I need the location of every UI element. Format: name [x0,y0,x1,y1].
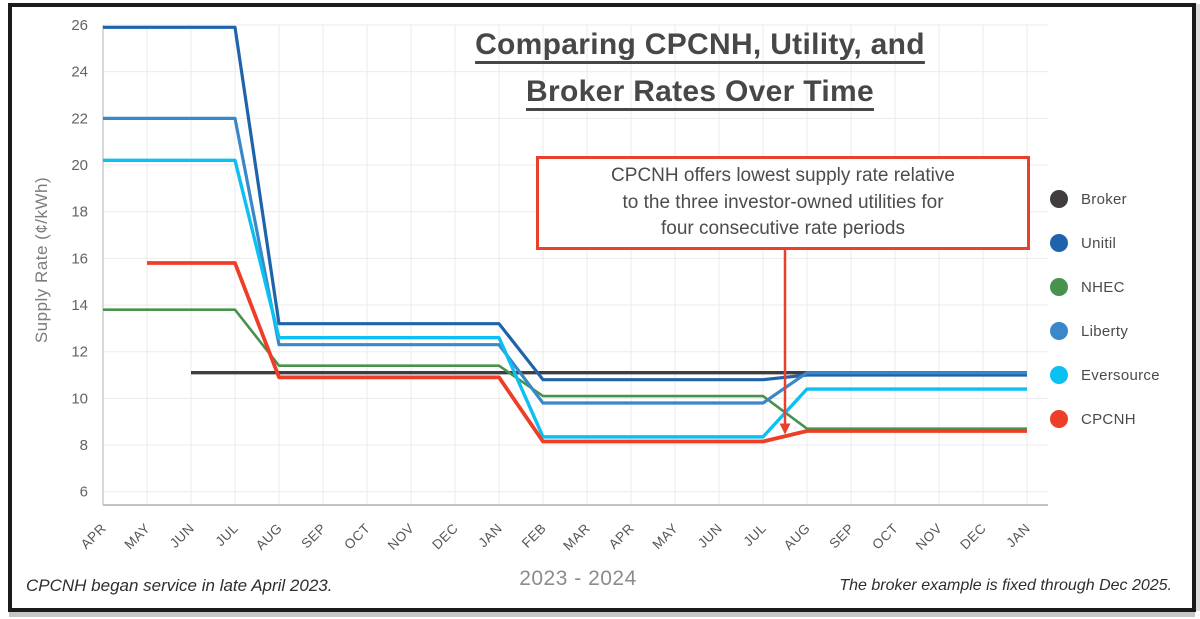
series-line-eversource [103,158,1027,439]
chart-title-line2: Broker Rates Over Time [526,75,874,108]
legend-dot-liberty [1050,322,1068,340]
legend-item-cpcnh: CPCNH [1050,397,1160,441]
series-line-liberty [103,116,1027,405]
series-line-unitil [103,25,1027,382]
legend-dot-unitil [1050,234,1068,252]
svg-text:JAN: JAN [475,521,505,551]
legend-label-unitil: Unitil [1081,234,1117,252]
svg-text:JUL: JUL [740,521,769,550]
legend-item-nhec: NHEC [1050,265,1160,309]
legend-label-broker: Broker [1081,190,1127,208]
svg-text:10: 10 [71,390,88,407]
svg-text:JAN: JAN [1003,521,1033,551]
y-axis-title: Supply Rate (¢/kWh) [32,176,51,344]
annotation-line1: CPCNH offers lowest supply rate relative [611,164,955,186]
legend-dot-broker [1050,190,1068,208]
svg-text:AUG: AUG [781,521,813,553]
annotation-callout: CPCNH offers lowest supply rate relative… [536,156,1030,250]
svg-text:JUL: JUL [212,521,241,550]
svg-text:JUN: JUN [695,521,725,551]
legend-item-broker: Broker [1050,177,1160,221]
svg-text:OCT: OCT [869,521,901,553]
legend-label-cpcnh: CPCNH [1081,410,1136,428]
x-axis-period-label: 2023 - 2024 [519,567,637,590]
svg-text:8: 8 [80,437,88,454]
legend-item-liberty: Liberty [1050,309,1160,353]
svg-text:14: 14 [71,297,88,314]
svg-text:APR: APR [606,521,637,552]
chart-title: Comparing CPCNH, Utility, and Broker Rat… [385,21,1015,115]
svg-text:26: 26 [71,17,88,34]
svg-text:6: 6 [80,484,88,501]
series-line-nhec [103,308,1027,430]
legend-dot-eversource [1050,366,1068,384]
legend-dot-nhec [1050,278,1068,296]
svg-text:DEC: DEC [957,521,989,553]
svg-text:NOV: NOV [385,521,417,553]
svg-text:OCT: OCT [341,521,373,553]
annotation-line2: to the three investor-owned utilities fo… [622,191,944,213]
svg-text:AUG: AUG [253,521,285,553]
svg-text:APR: APR [78,521,109,552]
svg-text:12: 12 [71,344,88,361]
axes [102,25,1048,506]
svg-text:SEP: SEP [298,521,329,552]
svg-text:SEP: SEP [826,521,857,552]
legend-item-eversource: Eversource [1050,353,1160,397]
svg-text:DEC: DEC [429,521,461,553]
svg-text:MAY: MAY [121,521,153,553]
series-line-cpcnh [147,261,1027,444]
svg-text:22: 22 [71,110,88,127]
svg-text:JUN: JUN [167,521,197,551]
svg-text:20: 20 [71,157,88,174]
legend-label-liberty: Liberty [1081,322,1129,340]
annotation-arrow [779,250,791,435]
footnote-cpcnh-start: CPCNH began service in late April 2023. [26,576,333,595]
legend-item-unitil: Unitil [1050,221,1160,265]
svg-text:24: 24 [71,64,88,81]
legend-dot-cpcnh [1050,410,1068,428]
legend-label-nhec: NHEC [1081,278,1125,296]
svg-text:MAR: MAR [560,521,593,554]
chart-title-line1: Comparing CPCNH, Utility, and [475,28,925,61]
legend-label-eversource: Eversource [1081,366,1160,384]
x-axis-tick-labels: APR MAY JUN JUL AUG SEP OCT NOV DEC JAN FEB MAR APR M… [78,521,1033,554]
svg-text:16: 16 [71,250,88,267]
annotation-line3: four consecutive rate periods [661,218,905,240]
y-axis-tick-labels: 6 8 10 12 14 16 18 20 22 24 26 [71,17,88,501]
svg-text:18: 18 [71,204,88,221]
svg-text:FEB: FEB [519,521,549,551]
svg-text:MAY: MAY [649,521,681,553]
legend: Broker Unitil NHEC Liberty Eversource CP… [1050,177,1160,441]
svg-text:NOV: NOV [913,521,945,553]
footnote-broker-fixed: The broker example is fixed through Dec … [839,577,1172,594]
